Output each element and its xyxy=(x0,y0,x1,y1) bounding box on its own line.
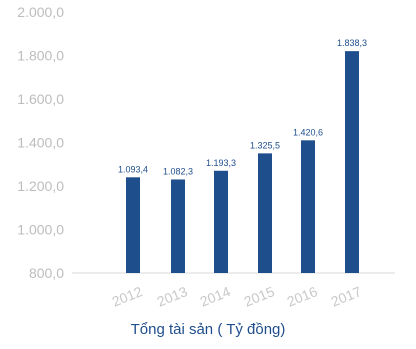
y-tick-label: 1.200,0 xyxy=(17,178,64,194)
data-label: 1.420,6 xyxy=(293,127,323,137)
x-axis-label: Tổng tài sản ( Tỷ đồng) xyxy=(130,321,286,338)
x-tick-label: 2012 xyxy=(110,283,145,310)
data-label: 1.093,4 xyxy=(118,164,148,174)
bar xyxy=(301,140,315,273)
bar xyxy=(126,177,140,273)
bar xyxy=(258,153,272,273)
y-tick-label: 800,0 xyxy=(29,265,64,281)
x-tick-label: 2014 xyxy=(198,283,233,310)
data-label: 1.325,5 xyxy=(250,140,280,150)
bar xyxy=(171,179,185,273)
x-tick-label: 2016 xyxy=(285,283,320,310)
data-label: 1.838,3 xyxy=(337,38,367,48)
y-tick-label: 1.000,0 xyxy=(17,222,64,238)
y-tick-label: 1.600,0 xyxy=(17,91,64,107)
x-tick-label: 2015 xyxy=(242,283,277,310)
y-tick-label: 1.800,0 xyxy=(17,48,64,64)
x-tick-label: 2013 xyxy=(155,283,190,310)
y-tick-label: 1.400,0 xyxy=(17,135,64,151)
bar xyxy=(214,170,228,273)
data-label: 1.082,3 xyxy=(163,166,193,176)
data-label: 1.193,3 xyxy=(206,158,236,168)
bar xyxy=(345,51,359,274)
y-tick-label: 2.000,0 xyxy=(17,4,64,20)
x-tick-label: 2017 xyxy=(329,283,364,310)
